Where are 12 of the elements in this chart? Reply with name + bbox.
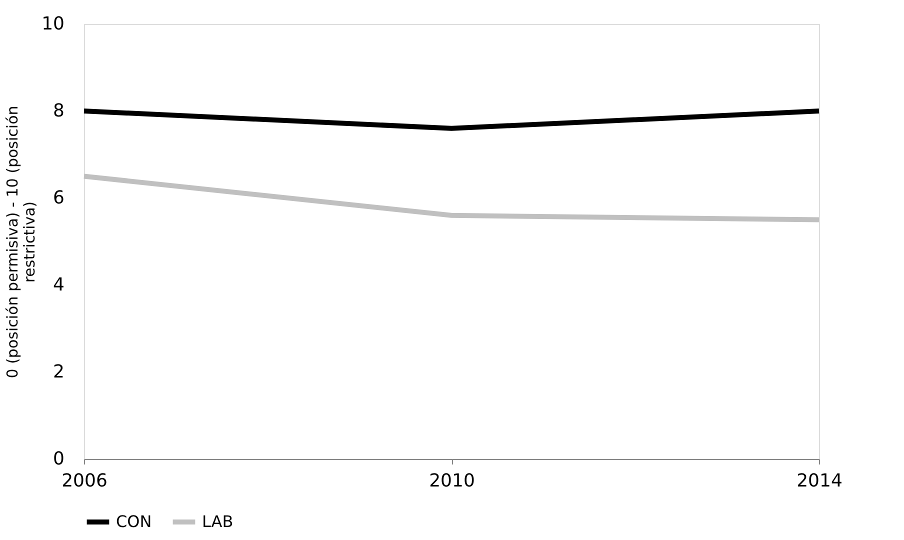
legend-label: LAB [202,512,234,531]
y-tick-label: 4 [53,274,64,296]
y-tick-label: 0 [53,448,64,470]
x-tick-label: 2014 [796,470,842,492]
x-tick-label: 2006 [62,470,108,492]
y-tick-label: 10 [42,14,64,34]
y-tick-label: 8 [53,100,64,122]
legend-label: CON [116,512,152,531]
y-tick-label: 6 [53,188,64,208]
y-axis-title: 0 (posición permisiva) - 10 (posición restrictiva) [4,106,39,378]
y-tick-label: 2 [53,362,64,382]
x-tick-label: 2010 [429,470,475,492]
